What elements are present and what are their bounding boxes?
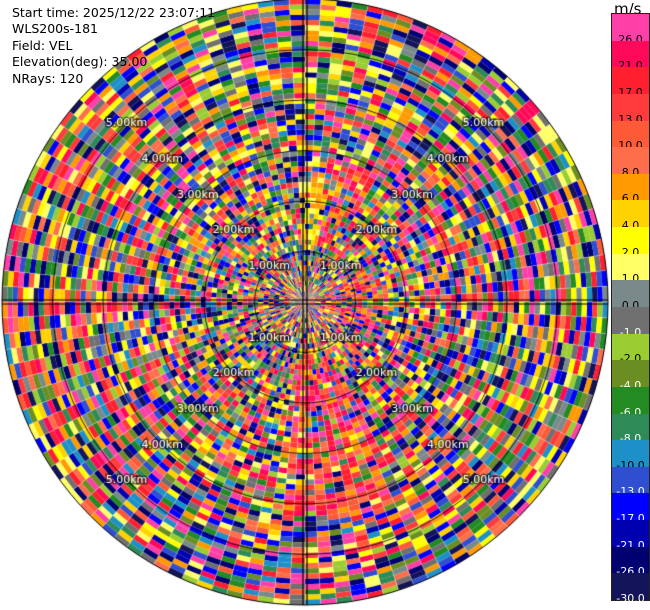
colorbar-swatch [612,227,649,255]
scan-info: Start time: 2025/12/22 23:07:11 WLS200s-… [12,5,215,87]
colorbar-swatch [612,14,649,42]
colorbar-swatch [612,333,649,361]
colorbar-swatch [612,573,649,601]
colorbar-swatch [612,493,649,521]
elevation-label: Elevation(deg): 35.00 [12,54,148,70]
colorbar-swatch [612,466,649,494]
velocity-colorbar: 26.0 21.0 17.0 13.0 10.0 8.0 6.0 4.0 2.0 1.0 0.0 -1… [611,13,650,605]
colorbar-swatch [612,120,649,148]
colorbar-swatch [612,280,649,308]
colorbar-tick-label: -30.0 [616,592,645,605]
colorbar-swatch [612,93,649,122]
colorbar-swatch [612,147,649,175]
instrument-label: WLS200s-181 [12,21,98,37]
colorbar-swatch [612,307,649,335]
colorbar-swatch [612,546,649,574]
colorbar-swatch [612,173,649,201]
colorbar-swatch [612,413,649,441]
colorbar-swatch [612,360,649,388]
colorbar-swatch [612,520,649,548]
start-time-label: Start time: 2025/12/22 23:07:11 [12,5,216,20]
field-label: Field: VEL [12,37,73,53]
colorbar-swatch [612,386,649,415]
colorbar-swatch [612,440,649,468]
nrays-label: NRays: 120 [12,70,84,86]
colorbar-swatch [612,40,649,68]
ppi-velocity-plot [0,0,610,610]
colorbar-swatch [612,200,649,228]
colorbar-swatch [612,67,649,95]
colorbar-swatch [612,253,649,281]
